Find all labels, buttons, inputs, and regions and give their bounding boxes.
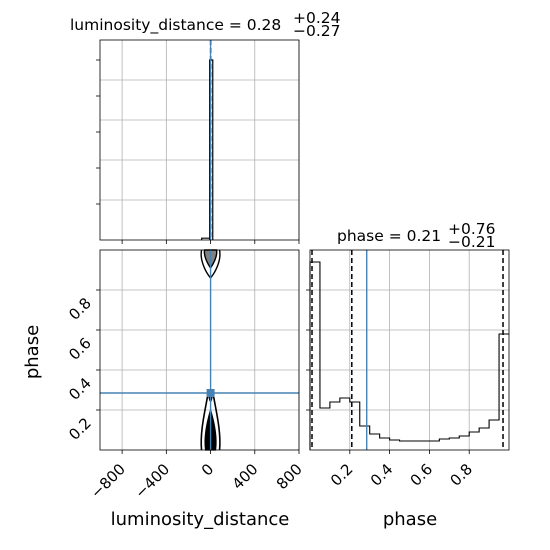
- p3-bin-5: [360, 426, 370, 450]
- p2-xtick-label: −400: [131, 460, 173, 502]
- p3-bin-6: [370, 434, 380, 450]
- p3-bin-17: [479, 428, 489, 450]
- luminosity-distance-title-plus: +0.24: [293, 9, 341, 27]
- p3-bin-15: [459, 436, 469, 450]
- p1-frame: [99, 39, 300, 241]
- p3-bin-1: [320, 408, 330, 450]
- p2-xtick-label: 0: [198, 460, 217, 479]
- p2-xtick-label: −800: [87, 460, 129, 502]
- p3-ticks: 0.2 0.4 0.6 0.8: [306, 289, 476, 490]
- phase-axis-label: phase: [383, 509, 437, 530]
- p1-histogram: [201, 40, 214, 240]
- phase-marginal-panel: 0.2 0.4 0.6 0.8 phase = 0.21 +0.76 −0.21 ph…: [306, 220, 510, 530]
- p2-contours: [100, 249, 299, 451]
- p3-bin-16: [469, 432, 479, 450]
- p2-ytick-label: 0.2: [65, 414, 95, 444]
- p2-grid: [100, 250, 300, 450]
- p3-bin-19: [499, 334, 509, 450]
- p2-xtick-label: 400: [229, 460, 262, 493]
- p2-ytick-label: 0.8: [65, 294, 95, 324]
- p3-bin-2: [330, 402, 340, 450]
- luminosity-distance-title-minus: −0.27: [293, 22, 341, 40]
- phase-title-minus: −0.21: [448, 233, 496, 251]
- luminosity-distance-title-main: luminosity_distance = 0.28: [70, 16, 281, 35]
- joint-contour-panel: −800 −400 0 400 800 0.2 0.4 0.6 0.8 luminosity_d…: [22, 249, 306, 530]
- p2-truth-marker: [206, 389, 215, 397]
- p3-bin-9: [400, 441, 410, 450]
- y-axis-label: phase: [22, 325, 43, 379]
- p3-xtick-label: 0.8: [446, 460, 476, 490]
- p1-grid: [100, 40, 300, 240]
- phase-title-main: phase = 0.21: [337, 227, 441, 245]
- p3-histogram: [309, 250, 509, 450]
- p3-bin-8: [390, 440, 400, 450]
- p2-ytick-label: 0.6: [65, 334, 95, 364]
- p3-xtick-label: 0.2: [327, 460, 357, 490]
- p3-histogram-step: [309, 261, 509, 450]
- p3-bin-18: [489, 420, 499, 450]
- p3-bin-7: [380, 438, 390, 450]
- p2-ytick-label: 0.4: [65, 374, 95, 404]
- p3-bin-10: [410, 441, 420, 450]
- p2-frame: [99, 249, 300, 451]
- p3-grid: [310, 250, 509, 450]
- p3-bin-11: [419, 441, 429, 450]
- p3-xtick-label: 0.4: [367, 460, 397, 490]
- luminosity-distance-marginal-panel: luminosity_distance = 0.28 +0.24 −0.27: [70, 9, 341, 244]
- phase-title-plus: +0.76: [448, 220, 496, 238]
- p3-bin-12: [429, 441, 439, 450]
- p3-bin-14: [449, 438, 459, 450]
- phase-title: phase = 0.21: [337, 227, 441, 245]
- x-axis-label: luminosity_distance: [111, 509, 290, 530]
- p3-frame: [309, 249, 510, 451]
- luminosity-distance-title: luminosity_distance = 0.28: [70, 16, 281, 35]
- p2-ticks: −800 −400 0 400 800 0.2 0.4 0.6 0.8: [65, 289, 306, 502]
- p3-bin-13: [439, 439, 449, 450]
- p3-xtick-label: 0.6: [407, 460, 437, 490]
- p3-bin-3: [340, 398, 350, 450]
- p2-xtick-label: 800: [273, 460, 306, 493]
- p1-ticks: [96, 59, 300, 244]
